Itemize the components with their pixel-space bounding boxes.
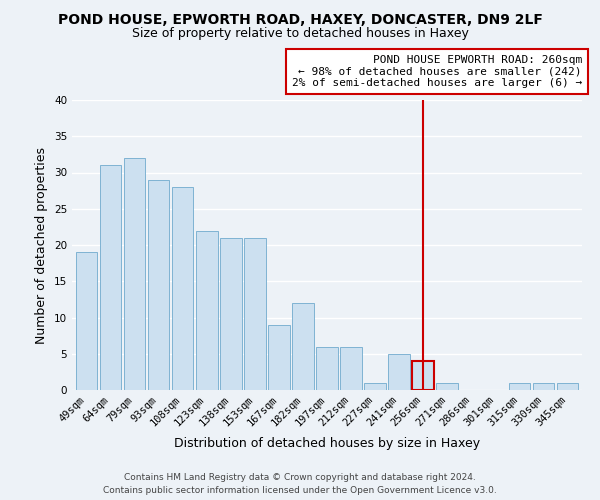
Text: Contains HM Land Registry data © Crown copyright and database right 2024.
Contai: Contains HM Land Registry data © Crown c… [103,474,497,495]
Bar [557,383,578,390]
Y-axis label: Number of detached properties: Number of detached properties [35,146,49,344]
Text: Size of property relative to detached houses in Haxey: Size of property relative to detached ho… [131,28,469,40]
Bar [364,383,386,390]
Bar [100,165,121,390]
Bar [124,158,145,390]
Bar [172,187,193,390]
Bar [388,354,410,390]
Bar [220,238,242,390]
Bar [509,383,530,390]
Bar [533,383,554,390]
Bar [76,252,97,390]
Bar [196,230,218,390]
Bar [340,346,362,390]
Bar [148,180,169,390]
Bar [316,346,338,390]
Bar [244,238,266,390]
Bar [412,361,434,390]
Bar [436,383,458,390]
X-axis label: Distribution of detached houses by size in Haxey: Distribution of detached houses by size … [174,437,480,450]
Text: POND HOUSE EPWORTH ROAD: 260sqm
← 98% of detached houses are smaller (242)
2% of: POND HOUSE EPWORTH ROAD: 260sqm ← 98% of… [292,55,582,88]
Bar [268,325,290,390]
Text: POND HOUSE, EPWORTH ROAD, HAXEY, DONCASTER, DN9 2LF: POND HOUSE, EPWORTH ROAD, HAXEY, DONCAST… [58,12,542,26]
Bar [292,303,314,390]
